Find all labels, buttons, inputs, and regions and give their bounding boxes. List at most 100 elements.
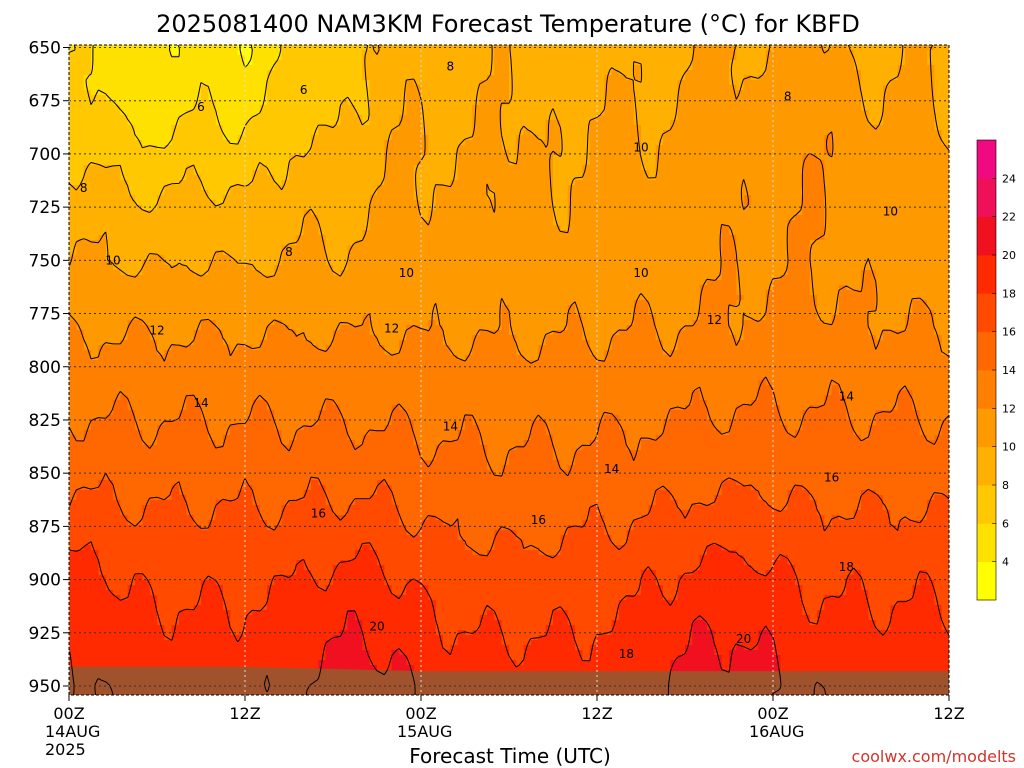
heatmap-cell — [325, 195, 334, 201]
heatmap-cell — [934, 195, 943, 201]
heatmap-cell — [391, 170, 400, 176]
heatmap-cell — [934, 125, 943, 131]
heatmap-cell — [164, 205, 173, 211]
heatmap-cell — [230, 110, 239, 116]
heatmap-cell — [171, 215, 180, 221]
heatmap-cell — [230, 195, 239, 201]
heatmap-cell — [582, 150, 591, 156]
heatmap-cell — [553, 130, 561, 136]
heatmap-cell — [707, 185, 715, 191]
heatmap-cell — [113, 100, 121, 106]
heatmap-cell — [538, 145, 547, 151]
heatmap-cell — [193, 225, 202, 231]
heatmap-cell — [890, 60, 899, 66]
heatmap-cell — [905, 210, 913, 216]
heatmap-cell — [824, 110, 833, 116]
heatmap-cell — [340, 230, 349, 236]
heatmap-cell — [589, 130, 598, 136]
heatmap-cell — [809, 90, 818, 96]
heatmap-cell — [912, 70, 921, 76]
heatmap-cell — [465, 200, 473, 206]
heatmap-cell — [765, 65, 774, 71]
heatmap-cell — [699, 45, 708, 51]
heatmap-cell — [626, 90, 635, 96]
heatmap-cell — [655, 180, 664, 186]
heatmap-cell — [303, 160, 312, 166]
heatmap-cell — [274, 120, 283, 126]
heatmap-cell — [736, 165, 745, 171]
heatmap-cell — [76, 110, 85, 116]
heatmap-cell — [237, 140, 246, 146]
heatmap-cell — [76, 155, 85, 161]
heatmap-cell — [685, 120, 693, 126]
heatmap-cell — [641, 120, 649, 126]
heatmap-cell — [311, 210, 319, 216]
heatmap-cell — [494, 220, 503, 226]
heatmap-cell — [193, 195, 202, 201]
heatmap-cell — [494, 70, 503, 76]
heatmap-cell — [941, 140, 949, 146]
heatmap-cell — [215, 220, 224, 226]
heatmap-cell — [905, 60, 913, 66]
heatmap-cell — [692, 205, 701, 211]
heatmap-cell — [751, 215, 759, 221]
heatmap-cell — [890, 180, 899, 186]
heatmap-cell — [289, 105, 297, 111]
heatmap-cell — [795, 45, 803, 51]
heatmap-cell — [435, 85, 444, 91]
heatmap-cell — [113, 120, 121, 126]
heatmap-cell — [897, 150, 906, 156]
heatmap-cell — [413, 70, 422, 76]
heatmap-cell — [413, 140, 422, 146]
heatmap-cell — [391, 230, 400, 236]
heatmap-cell — [406, 200, 415, 206]
heatmap-cell — [531, 70, 539, 76]
heatmap-cell — [135, 190, 143, 196]
heatmap-cell — [663, 225, 671, 231]
heatmap-cell — [641, 70, 649, 76]
heatmap-cell — [421, 185, 429, 191]
heatmap-cell — [223, 225, 231, 231]
heatmap-cell — [384, 205, 393, 211]
heatmap-cell — [523, 215, 532, 221]
heatmap-cell — [846, 230, 855, 236]
heatmap-cell — [281, 180, 290, 186]
heatmap-cell — [736, 150, 745, 156]
heatmap-cell — [641, 235, 649, 241]
heatmap-cell — [707, 90, 715, 96]
heatmap-cell — [575, 85, 583, 91]
heatmap-cell — [91, 135, 99, 141]
heatmap-cell — [721, 145, 730, 151]
heatmap-cell — [714, 195, 723, 201]
heatmap-cell — [428, 250, 437, 256]
heatmap-cell — [831, 65, 840, 71]
heatmap-cell — [435, 55, 444, 61]
heatmap-cell — [809, 55, 818, 61]
heatmap-cell — [626, 170, 635, 176]
heatmap-cell — [303, 230, 312, 236]
heatmap-cell — [751, 140, 759, 146]
heatmap-cell — [736, 60, 745, 66]
heatmap-cell — [765, 160, 774, 166]
heatmap-cell — [751, 210, 759, 216]
heatmap-cell — [641, 165, 649, 171]
heatmap-cell — [655, 165, 664, 171]
heatmap-cell — [83, 235, 92, 241]
heatmap-cell — [839, 85, 847, 91]
heatmap-cell — [685, 240, 693, 246]
heatmap-cell — [883, 100, 891, 106]
heatmap-cell — [413, 220, 422, 226]
heatmap-cell — [501, 210, 510, 216]
heatmap-cell — [765, 135, 774, 141]
heatmap-cell — [149, 240, 158, 246]
heatmap-cell — [377, 70, 385, 76]
heatmap-cell — [795, 95, 803, 101]
heatmap-cell — [758, 175, 767, 181]
heatmap-cell — [355, 170, 363, 176]
heatmap-cell — [589, 95, 598, 101]
heatmap-cell — [259, 205, 268, 211]
heatmap-cell — [787, 100, 796, 106]
heatmap-cell — [318, 95, 327, 101]
heatmap-cell — [890, 210, 899, 216]
heatmap-cell — [934, 155, 943, 161]
